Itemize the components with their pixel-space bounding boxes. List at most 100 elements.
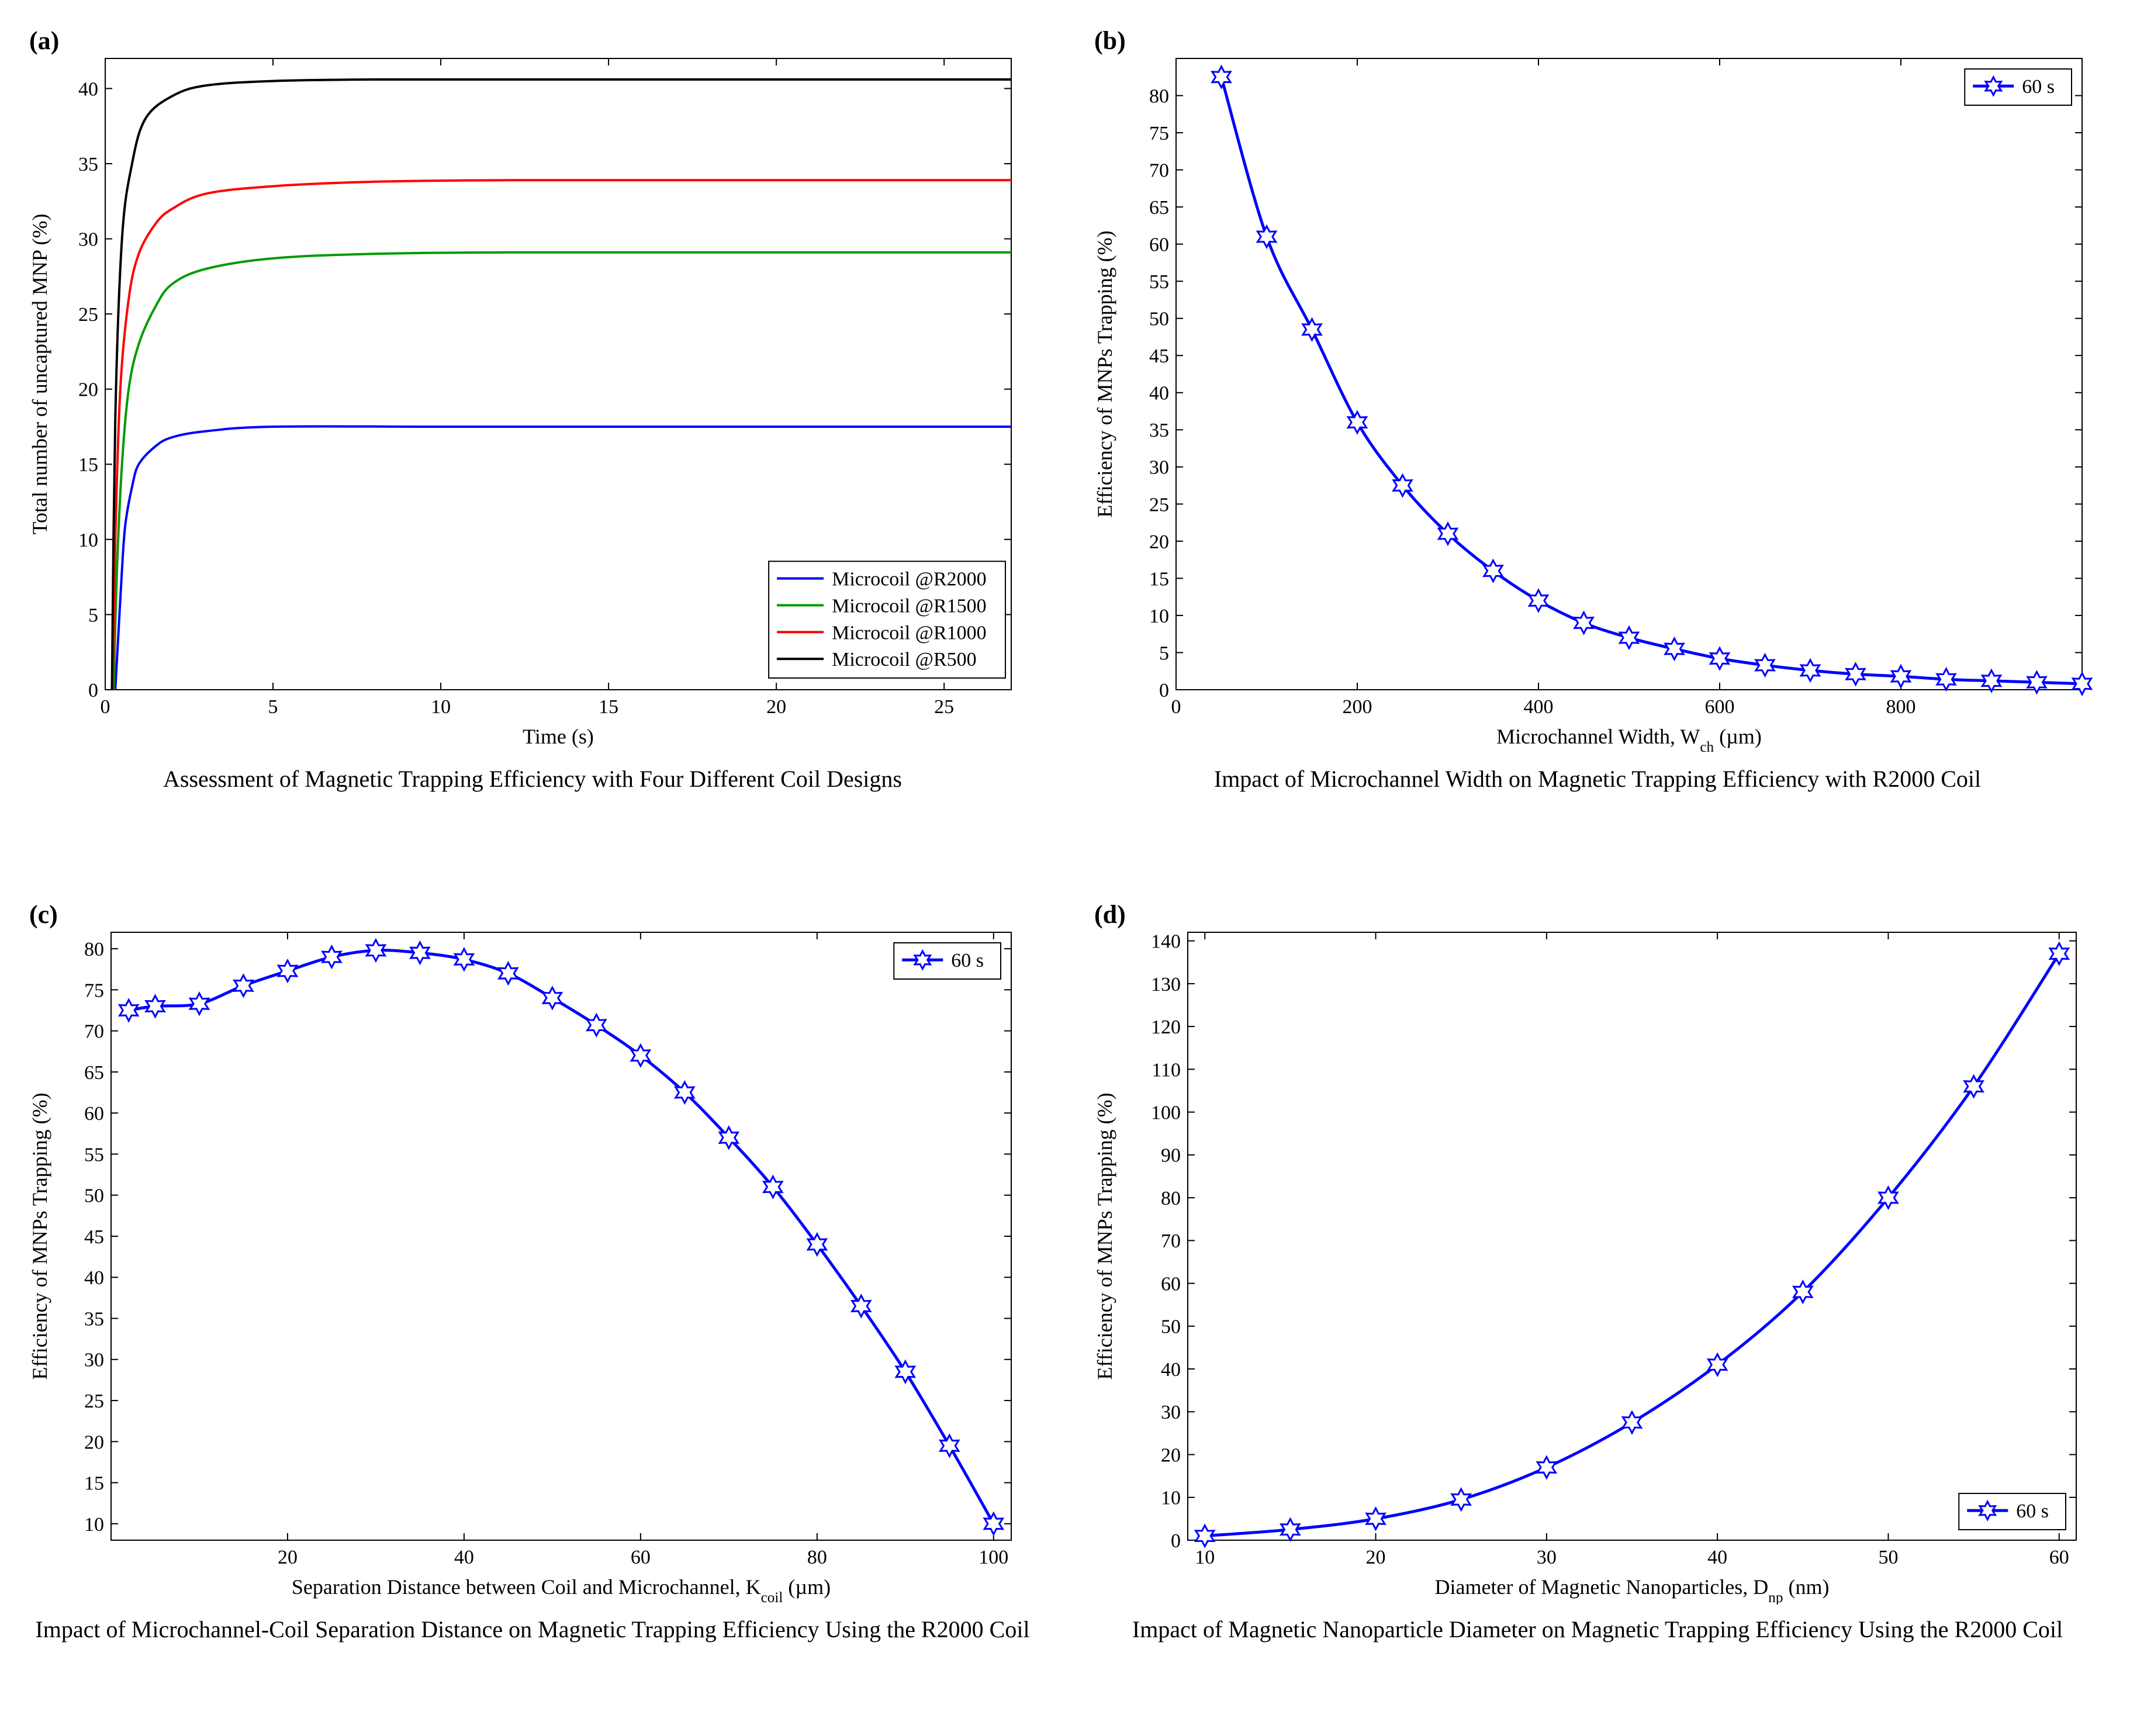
svg-text:10: 10 xyxy=(1195,1547,1215,1568)
svg-text:45: 45 xyxy=(84,1226,104,1248)
svg-text:20: 20 xyxy=(1366,1547,1386,1568)
svg-text:40: 40 xyxy=(84,1267,104,1289)
svg-text:10: 10 xyxy=(1149,606,1169,627)
svg-text:(d): (d) xyxy=(1094,900,1126,929)
caption-a: Assessment of Magnetic Trapping Efficien… xyxy=(163,765,902,794)
svg-text:0: 0 xyxy=(1171,696,1181,718)
svg-text:30: 30 xyxy=(1149,457,1169,479)
svg-text:Efficiency of MNPs Trapping (%: Efficiency of MNPs Trapping (%) xyxy=(1093,230,1116,517)
chart-b: 0200400600800051015202530354045505560657… xyxy=(1088,23,2094,754)
svg-text:80: 80 xyxy=(84,939,104,960)
plot-a-wrap: 05101520250510152025303540Time (s)Total … xyxy=(23,23,1042,754)
svg-text:Microchannel Width, Wch (µm): Microchannel Width, Wch (µm) xyxy=(1496,725,1762,754)
svg-text:0: 0 xyxy=(101,696,110,718)
svg-text:Microcoil @R500: Microcoil @R500 xyxy=(832,649,977,670)
svg-text:10: 10 xyxy=(431,696,451,718)
svg-text:60 s: 60 s xyxy=(2016,1500,2049,1522)
svg-text:80: 80 xyxy=(807,1547,827,1568)
svg-text:70: 70 xyxy=(1149,160,1169,181)
svg-text:140: 140 xyxy=(1151,931,1181,953)
svg-text:30: 30 xyxy=(84,1350,104,1371)
svg-text:(a): (a) xyxy=(29,26,59,55)
svg-text:55: 55 xyxy=(84,1144,104,1166)
svg-text:15: 15 xyxy=(599,696,618,718)
svg-text:Efficiency of MNPs Trapping (%: Efficiency of MNPs Trapping (%) xyxy=(28,1092,51,1379)
caption-b: Impact of Microchannel Width on Magnetic… xyxy=(1214,765,1981,794)
svg-text:5: 5 xyxy=(268,696,278,718)
caption-d: Impact of Magnetic Nanoparticle Diameter… xyxy=(1132,1615,2063,1644)
svg-text:65: 65 xyxy=(84,1062,104,1084)
svg-text:200: 200 xyxy=(1343,696,1372,718)
svg-text:120: 120 xyxy=(1151,1016,1181,1038)
svg-text:60: 60 xyxy=(1149,234,1169,256)
svg-text:20: 20 xyxy=(78,379,98,401)
svg-text:25: 25 xyxy=(78,304,98,326)
svg-text:5: 5 xyxy=(88,604,98,626)
svg-text:Diameter of Magnetic Nanoparti: Diameter of Magnetic Nanoparticles, Dnp … xyxy=(1435,1575,1830,1604)
svg-text:40: 40 xyxy=(1707,1547,1727,1568)
svg-text:10: 10 xyxy=(1161,1488,1181,1509)
panel-b: 0200400600800051015202530354045505560657… xyxy=(1088,23,2107,862)
svg-text:20: 20 xyxy=(1149,531,1169,553)
svg-text:Efficiency of MNPs Trapping (%: Efficiency of MNPs Trapping (%) xyxy=(1093,1092,1116,1379)
svg-text:70: 70 xyxy=(1161,1230,1181,1252)
svg-text:90: 90 xyxy=(1161,1145,1181,1167)
svg-text:110: 110 xyxy=(1152,1059,1181,1081)
svg-text:60 s: 60 s xyxy=(951,950,984,971)
svg-text:30: 30 xyxy=(78,229,98,250)
panel-a: 05101520250510152025303540Time (s)Total … xyxy=(23,23,1042,862)
svg-text:70: 70 xyxy=(84,1021,104,1043)
svg-text:30: 30 xyxy=(1537,1547,1557,1568)
svg-text:50: 50 xyxy=(1149,309,1169,330)
svg-text:20: 20 xyxy=(84,1431,104,1453)
svg-text:10: 10 xyxy=(78,530,98,551)
svg-text:60 s: 60 s xyxy=(2022,76,2055,98)
svg-text:(c): (c) xyxy=(29,900,58,929)
svg-text:50: 50 xyxy=(1878,1547,1898,1568)
svg-text:Microcoil @R2000: Microcoil @R2000 xyxy=(832,569,987,590)
svg-text:75: 75 xyxy=(1149,123,1169,144)
figure-grid: 05101520250510152025303540Time (s)Total … xyxy=(0,0,2130,1736)
svg-text:(b): (b) xyxy=(1094,26,1126,55)
svg-text:15: 15 xyxy=(1149,568,1169,590)
svg-text:20: 20 xyxy=(278,1547,298,1568)
svg-text:130: 130 xyxy=(1151,974,1181,995)
panel-c: 2040608010010152025303540455055606570758… xyxy=(23,897,1042,1713)
svg-text:60: 60 xyxy=(631,1547,651,1568)
svg-text:80: 80 xyxy=(1161,1188,1181,1209)
svg-text:60: 60 xyxy=(1161,1273,1181,1295)
svg-text:Separation Distance between Co: Separation Distance between Coil and Mic… xyxy=(292,1575,831,1604)
svg-text:60: 60 xyxy=(2049,1547,2069,1568)
svg-text:35: 35 xyxy=(78,154,98,175)
svg-text:100: 100 xyxy=(1151,1102,1181,1124)
plot-d-wrap: 10 20 30 40 50 60 0 10 20 30 40 50 60 70 80 90 100 110 120… xyxy=(1088,897,2107,1604)
svg-text:25: 25 xyxy=(84,1391,104,1412)
caption-c: Impact of Microchannel-Coil Separation D… xyxy=(35,1615,1029,1644)
svg-text:20: 20 xyxy=(1161,1444,1181,1466)
svg-text:Total number of uncaptured MNP: Total number of uncaptured MNP (%) xyxy=(28,214,51,535)
svg-text:Microcoil @R1500: Microcoil @R1500 xyxy=(832,595,987,617)
svg-text:20: 20 xyxy=(766,696,786,718)
svg-text:35: 35 xyxy=(1149,420,1169,441)
svg-text:10: 10 xyxy=(84,1514,104,1536)
svg-text:30: 30 xyxy=(1161,1402,1181,1423)
svg-text:40: 40 xyxy=(1149,383,1169,404)
svg-text:65: 65 xyxy=(1149,197,1169,219)
panel-d: 10 20 30 40 50 60 0 10 20 30 40 50 60 70 80 90 100 110 120… xyxy=(1088,897,2107,1713)
svg-text:0: 0 xyxy=(1159,680,1169,701)
svg-text:50: 50 xyxy=(1161,1316,1181,1338)
svg-text:40: 40 xyxy=(1161,1359,1181,1381)
svg-text:50: 50 xyxy=(84,1185,104,1207)
svg-text:60: 60 xyxy=(84,1103,104,1125)
svg-text:0: 0 xyxy=(1171,1530,1181,1552)
svg-text:45: 45 xyxy=(1149,345,1169,367)
svg-text:25: 25 xyxy=(1149,494,1169,516)
chart-d: 10 20 30 40 50 60 0 10 20 30 40 50 60 70 80 90 100 110 120… xyxy=(1088,897,2094,1604)
plot-c-wrap: 2040608010010152025303540455055606570758… xyxy=(23,897,1042,1604)
svg-text:75: 75 xyxy=(84,980,104,1001)
svg-text:800: 800 xyxy=(1886,696,1916,718)
svg-text:80: 80 xyxy=(1149,85,1169,107)
chart-c: 2040608010010152025303540455055606570758… xyxy=(23,897,1029,1604)
svg-text:0: 0 xyxy=(88,680,98,701)
svg-text:35: 35 xyxy=(84,1308,104,1330)
